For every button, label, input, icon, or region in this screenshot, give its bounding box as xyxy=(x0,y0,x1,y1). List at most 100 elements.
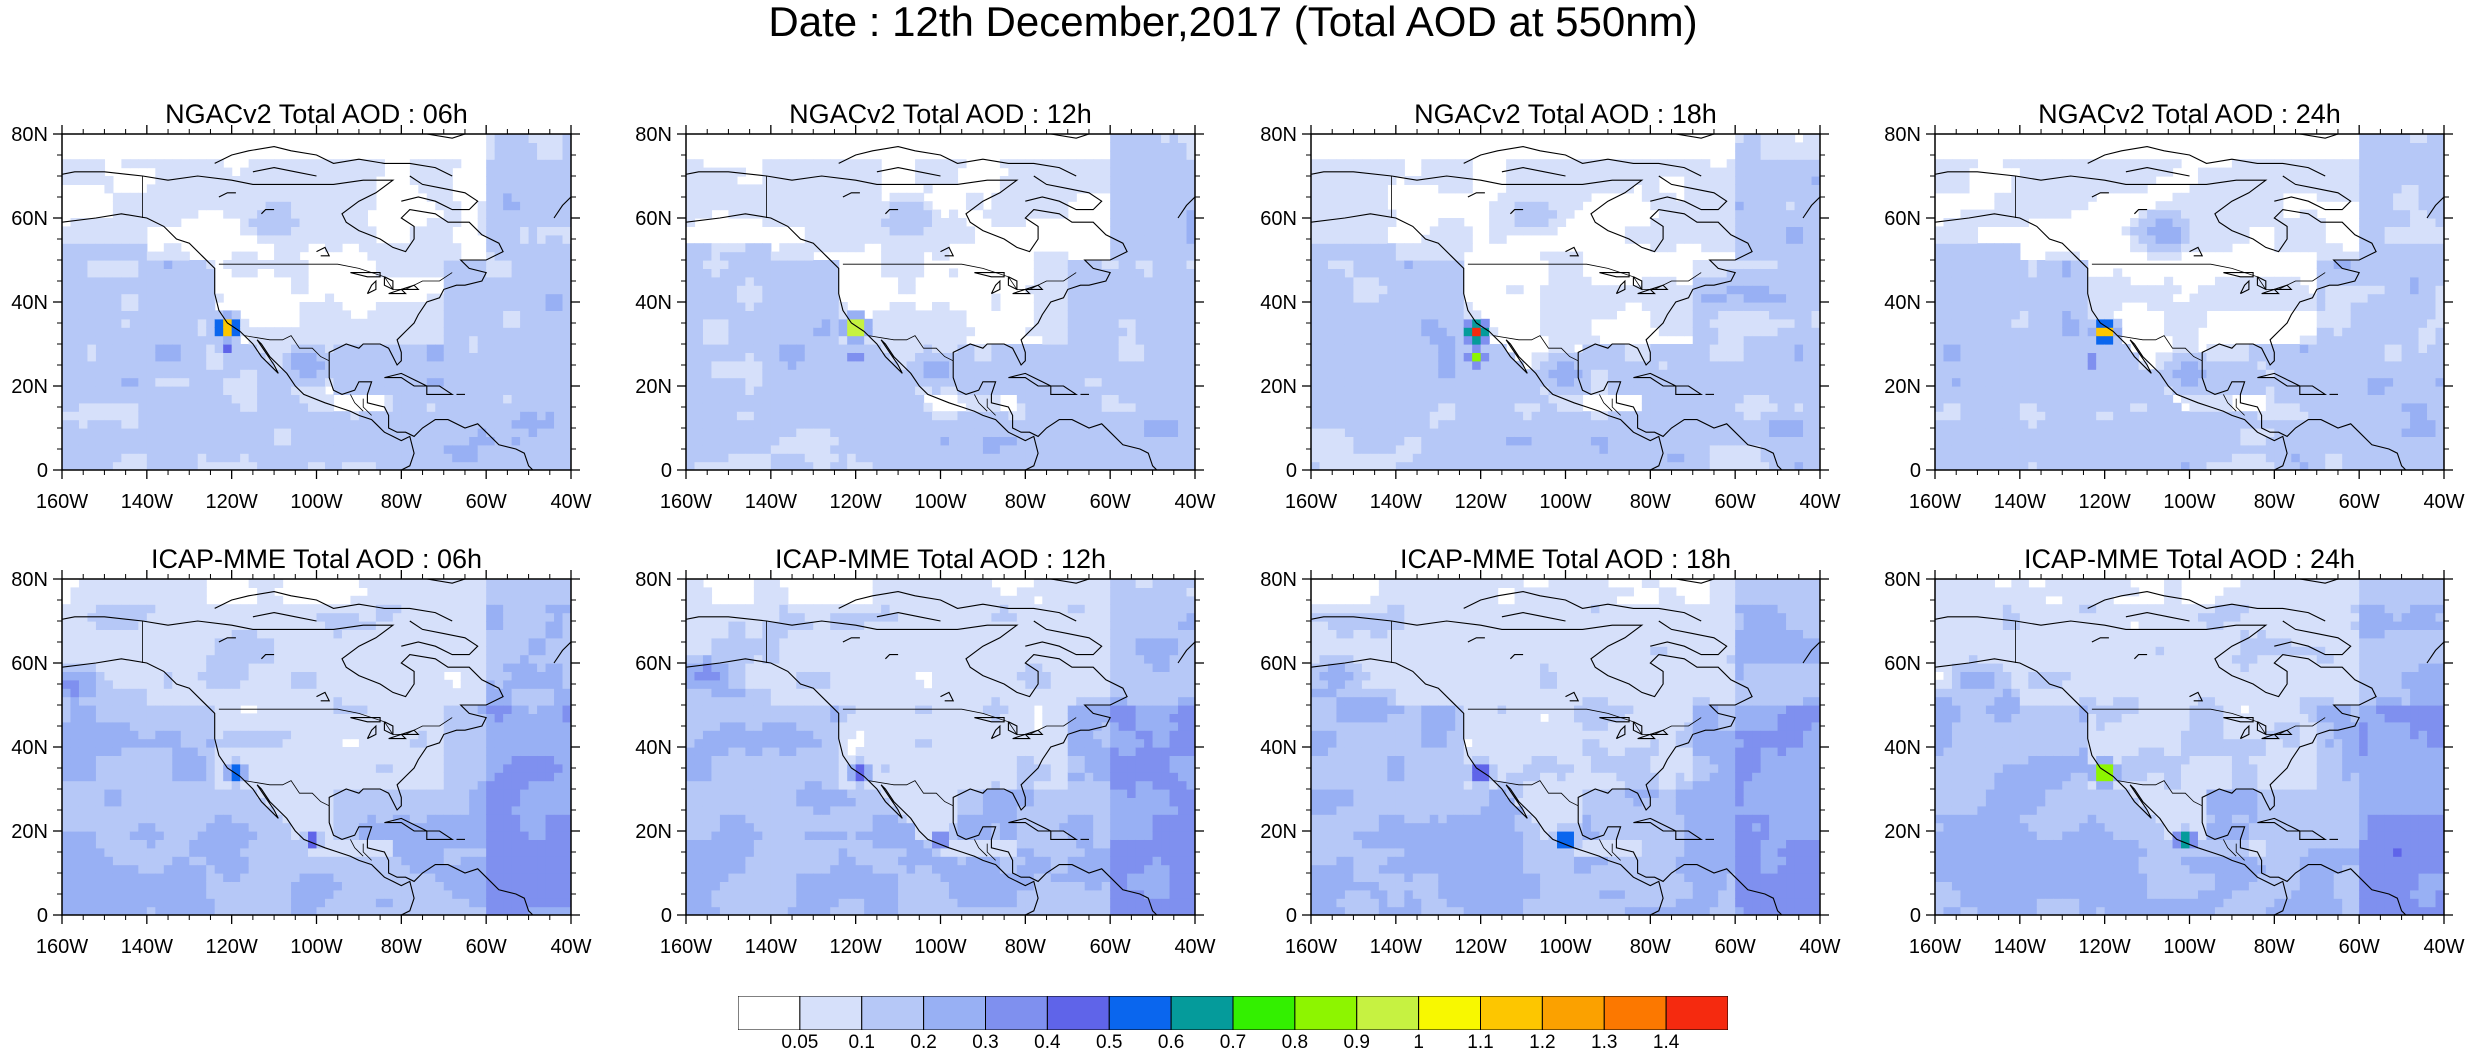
x-tick-label: 100W xyxy=(914,491,966,513)
y-tick-label: 0 xyxy=(1286,905,1297,927)
colorbar-swatch xyxy=(1294,996,1358,1030)
colorbar xyxy=(738,996,1728,1030)
x-tick-label: 120W xyxy=(206,936,258,958)
x-tick-label: 140W xyxy=(1370,491,1422,513)
colorbar-swatch xyxy=(985,996,1048,1030)
y-tick-label: 80N xyxy=(1884,124,1921,146)
colorbar-label: 0.9 xyxy=(1343,1032,1370,1053)
aod-field xyxy=(686,579,1195,915)
colorbar-swatch xyxy=(1418,996,1481,1030)
colorbar-swatch xyxy=(738,996,801,1030)
y-tick-label: 20N xyxy=(11,821,48,843)
x-tick-label: 140W xyxy=(745,936,797,958)
x-tick-label: 120W xyxy=(830,491,882,513)
x-tick-label: 40W xyxy=(2423,491,2464,513)
x-tick-label: 60W xyxy=(1090,491,1131,513)
panel-title: NGACv2 Total AOD : 06h xyxy=(165,99,468,129)
colorbar-swatch xyxy=(861,996,925,1030)
x-tick-label: 160W xyxy=(1909,936,1961,958)
colorbar-swatch xyxy=(1665,996,1728,1030)
colorbar-swatch xyxy=(1480,996,1543,1030)
x-tick-label: 80W xyxy=(1005,936,1046,958)
x-tick-label: 80W xyxy=(1630,936,1671,958)
y-tick-label: 60N xyxy=(1884,653,1921,675)
map-panel: NGACv2 Total AOD : 24h 160W 140W 120W 100W 80… xyxy=(1884,99,2464,513)
panel-title: ICAP-MME Total AOD : 12h xyxy=(775,544,1106,574)
colorbar-labels: 0.05 0.1 0.2 0.3 0.4 0.5 0.6 0.7 0.8 0.9 1 1.1 1.2 1.… xyxy=(0,1032,2466,1056)
aod-field xyxy=(62,134,571,470)
coastlines xyxy=(1311,134,1820,470)
colorbar-label: 1 xyxy=(1413,1032,1424,1053)
x-tick-label: 80W xyxy=(2254,491,2295,513)
y-tick-label: 80N xyxy=(1260,569,1297,591)
y-tick-label: 80N xyxy=(1260,124,1297,146)
x-tick-label: 160W xyxy=(1909,491,1961,513)
colorbar-label: 0.3 xyxy=(972,1032,999,1053)
x-tick-label: 100W xyxy=(1539,936,1591,958)
panel-title: NGACv2 Total AOD : 24h xyxy=(2038,99,2341,129)
x-tick-label: 120W xyxy=(1455,936,1507,958)
colorbar-label: 1.1 xyxy=(1467,1032,1494,1053)
x-tick-label: 120W xyxy=(206,491,258,513)
x-tick-label: 160W xyxy=(1285,936,1337,958)
colorbar-label: 0.05 xyxy=(781,1032,819,1053)
y-tick-label: 20N xyxy=(1260,821,1297,843)
coastlines xyxy=(1935,579,2444,915)
colorbar-swatch xyxy=(1541,996,1605,1030)
map-panel: NGACv2 Total AOD : 18h 160W 140W 120W 100W 80… xyxy=(1260,99,1840,513)
x-tick-label: 100W xyxy=(2163,491,2215,513)
coastlines xyxy=(686,134,1195,470)
y-tick-label: 0 xyxy=(1910,905,1921,927)
y-tick-label: 40N xyxy=(635,737,672,759)
map-panel: ICAP-MME Total AOD : 12h 160W 140W 120W 100W… xyxy=(635,544,1215,958)
aod-field xyxy=(62,579,571,915)
x-tick-label: 100W xyxy=(290,491,342,513)
y-tick-label: 20N xyxy=(1260,376,1297,398)
y-tick-label: 0 xyxy=(37,905,48,927)
x-tick-label: 40W xyxy=(1799,491,1840,513)
y-tick-label: 40N xyxy=(11,737,48,759)
y-tick-label: 40N xyxy=(11,292,48,314)
colorbar-label: 0.2 xyxy=(910,1032,937,1053)
colorbar-label: 1.2 xyxy=(1529,1032,1556,1053)
y-tick-label: 80N xyxy=(11,124,48,146)
colorbar-label: 0.5 xyxy=(1096,1032,1123,1053)
colorbar-label: 0.6 xyxy=(1157,1032,1185,1053)
colorbar-label: 1.3 xyxy=(1591,1032,1618,1053)
x-tick-label: 40W xyxy=(550,491,591,513)
colorbar-swatch xyxy=(1232,996,1296,1030)
map-panel: ICAP-MME Total AOD : 24h 160W 140W 120W 100W… xyxy=(1884,544,2464,958)
map-panel: NGACv2 Total AOD : 12h 160W 140W 120W 100W 80… xyxy=(635,99,1215,513)
x-tick-label: 160W xyxy=(36,936,88,958)
x-tick-label: 140W xyxy=(121,936,173,958)
y-tick-label: 20N xyxy=(635,376,672,398)
x-tick-label: 40W xyxy=(2423,936,2464,958)
x-tick-label: 40W xyxy=(1174,936,1215,958)
x-tick-label: 60W xyxy=(2339,491,2380,513)
x-tick-label: 100W xyxy=(290,936,342,958)
y-tick-label: 0 xyxy=(37,460,48,482)
x-tick-label: 140W xyxy=(1994,491,2046,513)
x-tick-label: 40W xyxy=(1799,936,1840,958)
y-tick-label: 40N xyxy=(1260,737,1297,759)
colorbar-swatch xyxy=(799,996,863,1030)
colorbar-swatch xyxy=(1603,996,1667,1030)
coastlines xyxy=(1935,134,2444,470)
panel-title: ICAP-MME Total AOD : 18h xyxy=(1400,544,1731,574)
panel-title: NGACv2 Total AOD : 18h xyxy=(1414,99,1717,129)
map-panel: ICAP-MME Total AOD : 06h 160W 140W 120W 100W… xyxy=(11,544,591,958)
y-tick-label: 40N xyxy=(1884,737,1921,759)
x-tick-label: 60W xyxy=(1715,936,1756,958)
y-tick-label: 40N xyxy=(1260,292,1297,314)
x-tick-label: 140W xyxy=(1994,936,2046,958)
map-panel: NGACv2 Total AOD : 06h 160W 140W 120W 100W 80… xyxy=(11,99,591,513)
map-panels: NGACv2 Total AOD : 06h 160W 140W 120W 100W 80… xyxy=(11,99,2464,958)
x-tick-label: 60W xyxy=(1090,936,1131,958)
colorbar-swatch xyxy=(1046,996,1110,1030)
y-tick-label: 20N xyxy=(1884,821,1921,843)
x-tick-label: 160W xyxy=(1285,491,1337,513)
x-tick-label: 80W xyxy=(1630,491,1671,513)
colorbar-swatch xyxy=(923,996,986,1030)
y-tick-label: 60N xyxy=(635,653,672,675)
y-tick-label: 60N xyxy=(11,653,48,675)
